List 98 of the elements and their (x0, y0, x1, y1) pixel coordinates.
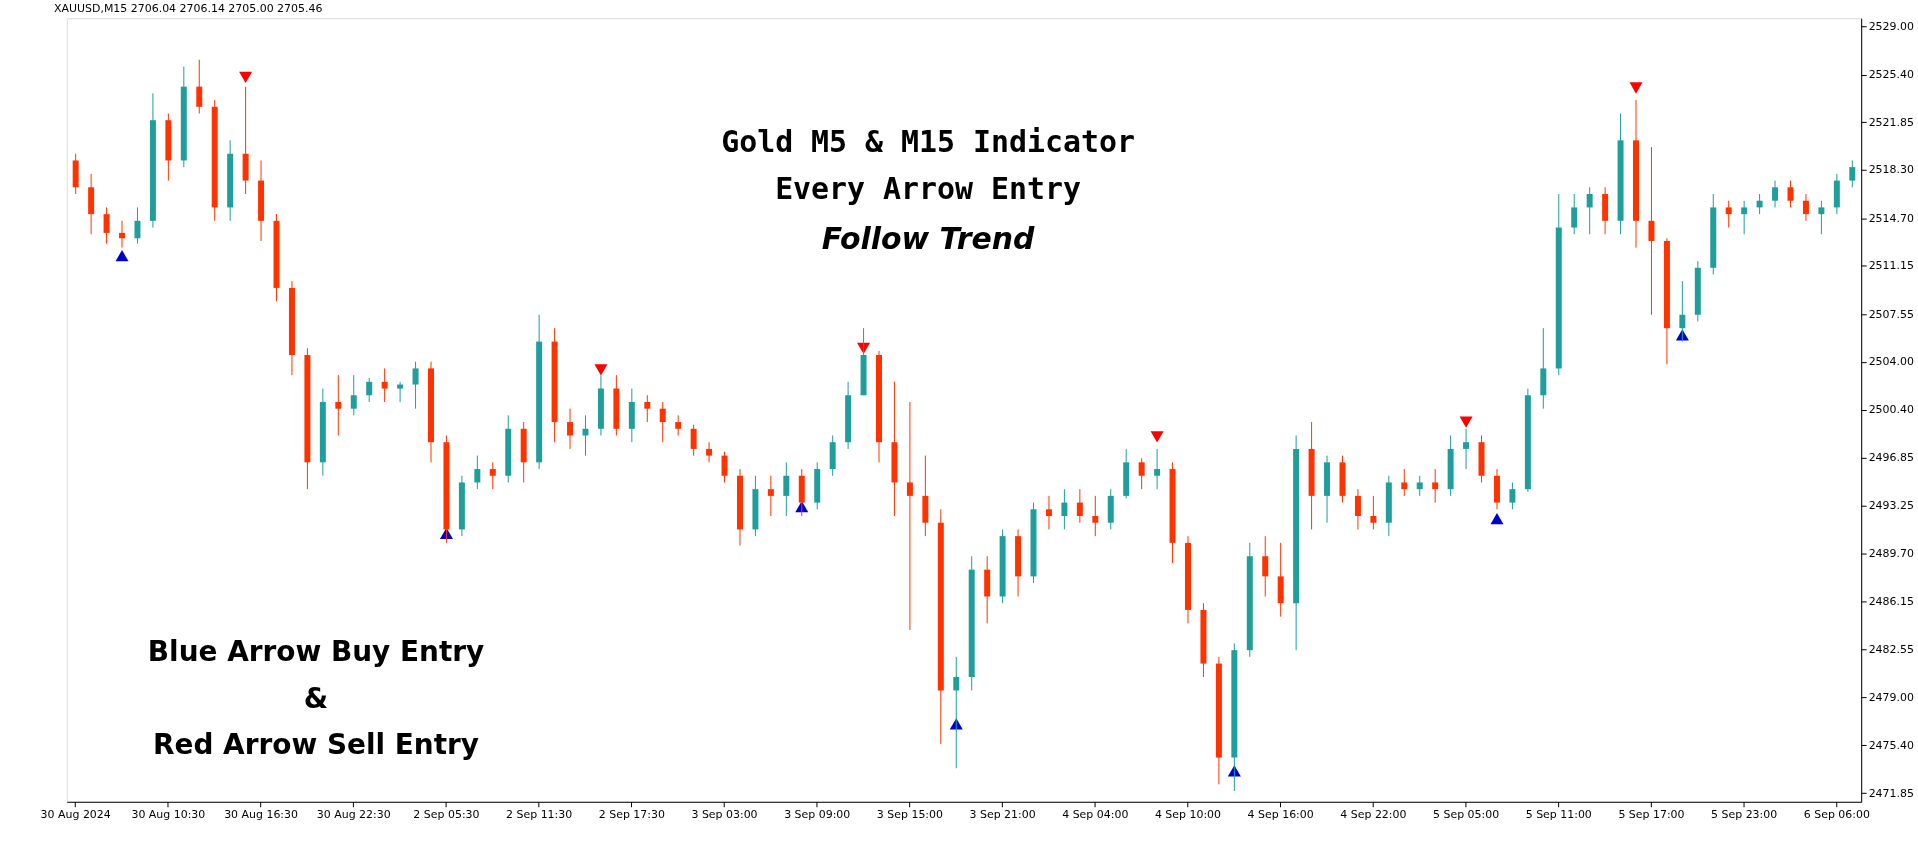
candlestick (335, 374, 342, 436)
candlestick (119, 220, 126, 249)
candlestick (1509, 481, 1516, 510)
candlestick (783, 461, 790, 517)
y-tick-label: 2479.00 (1868, 690, 1914, 704)
candlestick (644, 394, 651, 423)
y-tick-label: 2493.25 (1868, 499, 1914, 513)
candlestick (1802, 193, 1809, 222)
y-tick-label: 2496.85 (1868, 451, 1914, 465)
point (1490, 513, 1504, 525)
candlestick (567, 408, 574, 450)
y-tick-label: 2518.30 (1868, 163, 1914, 177)
candlestick (1076, 488, 1083, 524)
x-tick-label: 4 Sep 04:00 (1062, 808, 1129, 822)
y-tick-label: 2514.70 (1868, 211, 1914, 225)
point (115, 250, 129, 262)
candlestick (103, 206, 110, 245)
candlestick (659, 401, 666, 443)
y-tick-label: 2486.15 (1868, 594, 1914, 608)
candlestick (1154, 448, 1161, 490)
x-tick-label: 5 Sep 17:00 (1618, 808, 1685, 822)
candlestick (489, 461, 496, 490)
candlestick (1416, 475, 1423, 497)
x-tick-label: 5 Sep 23:00 (1711, 808, 1778, 822)
point (594, 364, 608, 376)
annotation: Red Arrow Sell Entry (153, 727, 480, 761)
candlestick (381, 367, 388, 403)
y-tick-label: 2504.00 (1868, 355, 1914, 369)
candlestick (1849, 159, 1856, 188)
x-tick-label: 2 Sep 17:30 (598, 808, 665, 822)
candlestick (1818, 200, 1825, 235)
candlestick (1463, 428, 1470, 470)
x-tick-label: 4 Sep 10:00 (1154, 808, 1222, 822)
y-tick-label: 2489.70 (1868, 547, 1914, 561)
point (239, 71, 253, 83)
y-tick-label: 2507.55 (1868, 307, 1914, 321)
y-tick-label: 2521.85 (1868, 115, 1914, 129)
x-tick-label: 5 Sep 05:00 (1432, 808, 1500, 822)
candlestick (706, 441, 713, 463)
candlestick (1354, 488, 1361, 530)
y-tick-label: 2511.15 (1868, 259, 1914, 273)
candlestick (1138, 457, 1145, 490)
candlestick (582, 414, 589, 457)
annotation: Blue Arrow Buy Entry (147, 635, 485, 669)
y-tick-label: 2471.85 (1868, 786, 1914, 800)
candlestick (1756, 193, 1763, 215)
x-tick-label: 3 Sep 09:00 (784, 808, 851, 822)
candlestick (1370, 495, 1377, 530)
candlestick (397, 381, 404, 403)
x-tick-label: 30 Aug 16:30 (224, 808, 299, 822)
chart-title: XAUUSD,M15 2706.04 2706.14 2705.00 2705.46 (54, 2, 323, 16)
x-tick-label: 4 Sep 22:00 (1340, 808, 1407, 822)
annotation: Gold M5 & M15 Indicator (721, 123, 1136, 159)
annotation: Follow Trend (821, 220, 1035, 256)
candlestick (1586, 186, 1593, 235)
point (1150, 431, 1164, 443)
candlestick (1061, 488, 1068, 530)
y-tick-label: 2500.40 (1868, 403, 1914, 417)
candlestick (412, 361, 419, 410)
x-tick-label: 30 Aug 22:30 (316, 808, 391, 822)
candlestick (767, 475, 774, 517)
candlestick (1092, 495, 1099, 537)
annotation: Every Arrow Entry (775, 170, 1082, 206)
candlestick (675, 414, 682, 436)
point (1459, 416, 1473, 428)
x-tick-label: 30 Aug 10:30 (131, 808, 206, 822)
candlestick (1725, 200, 1732, 229)
y-tick-label: 2482.55 (1868, 642, 1914, 656)
y-tick-label: 2475.40 (1868, 738, 1914, 752)
x-tick-label: 4 Sep 16:00 (1247, 808, 1314, 822)
x-tick-label: 2 Sep 11:30 (506, 808, 573, 822)
candlestick (906, 401, 913, 631)
candlestick (1741, 200, 1748, 235)
annotation: & (303, 682, 329, 716)
x-tick-label: 3 Sep 15:00 (876, 808, 944, 822)
candlestick (1045, 495, 1052, 530)
candlestick (1772, 180, 1779, 208)
candlestick (196, 59, 203, 114)
candlestick (1648, 146, 1655, 316)
candlestick (1571, 193, 1578, 235)
x-tick-label: 3 Sep 21:00 (969, 808, 1036, 822)
y-tick-label: 2529.00 (1868, 19, 1914, 33)
candlestick (1401, 468, 1408, 497)
candlestick (690, 424, 697, 457)
candlestick (721, 451, 728, 483)
x-tick-label: 6 Sep 06:00 (1803, 808, 1870, 822)
x-tick-label: 3 Sep 03:00 (691, 808, 758, 822)
candlestick (366, 377, 373, 403)
point (1629, 82, 1643, 94)
x-tick-label: 30 Aug 2024 (40, 808, 111, 822)
candlestick (474, 455, 481, 490)
candlestick (1262, 535, 1269, 597)
candlestick (1432, 468, 1439, 504)
y-tick-label: 2525.40 (1868, 68, 1914, 82)
candlestick (134, 206, 141, 245)
x-tick-label: 5 Sep 11:00 (1525, 808, 1592, 822)
candlestick (350, 374, 357, 416)
x-tick-label: 2 Sep 05:30 (413, 808, 480, 822)
